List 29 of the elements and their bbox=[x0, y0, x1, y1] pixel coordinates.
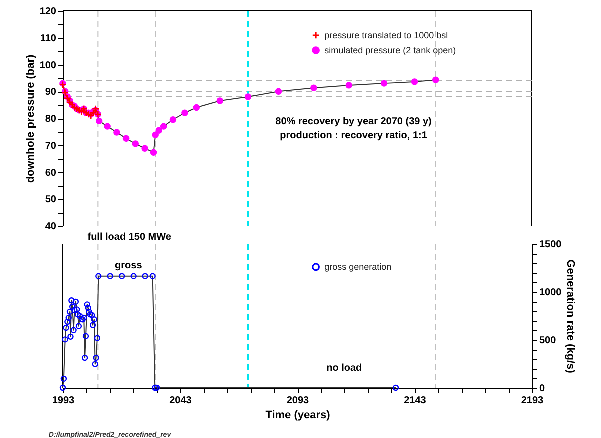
annotation: production : recovery ratio, 1:1 bbox=[280, 130, 428, 142]
annotation: gross bbox=[115, 260, 143, 272]
x-tick-label: 1993 bbox=[52, 396, 76, 406]
y-tick-label: 60 bbox=[45, 168, 57, 179]
y-tick-label: 120 bbox=[40, 6, 57, 18]
x-axis-title: Time (years) bbox=[266, 410, 331, 422]
y2-tick-label: 500 bbox=[540, 336, 557, 346]
y-tick-label: 50 bbox=[45, 194, 57, 206]
legend-label: pressure translated to 1000 bsl bbox=[324, 30, 448, 40]
annotation: 80% recovery by year 2070 (39 y) bbox=[276, 116, 432, 128]
y-tick-label: 70 bbox=[45, 140, 57, 152]
y-tick-label: 110 bbox=[40, 33, 57, 44]
legend-label: gross generation bbox=[324, 262, 392, 272]
y2-tick-label: 0 bbox=[540, 384, 546, 394]
x-tick-label: 2143 bbox=[404, 396, 427, 406]
x-tick-label: 2093 bbox=[286, 396, 310, 406]
y-tick-label: 40 bbox=[45, 222, 57, 232]
y-tick-label: 90 bbox=[45, 87, 57, 98]
x-tick-label: 2193 bbox=[521, 396, 544, 406]
y2-axis-title: Generation rate (kg/s) bbox=[564, 260, 577, 374]
y-tick-label: 80 bbox=[45, 114, 57, 125]
y-tick-label: 100 bbox=[40, 60, 57, 72]
x-tick-label: 2043 bbox=[170, 396, 192, 406]
annotation: no load bbox=[326, 362, 362, 374]
legend-label: simulated pressure (2 tank open) bbox=[324, 46, 456, 56]
y-axis-title: downhole pressure (bar) bbox=[24, 54, 37, 184]
text: full load 150 MWe bbox=[88, 232, 172, 243]
y2-tick-label: 1500 bbox=[540, 240, 562, 250]
y2-tick-label: 1000 bbox=[540, 288, 562, 298]
